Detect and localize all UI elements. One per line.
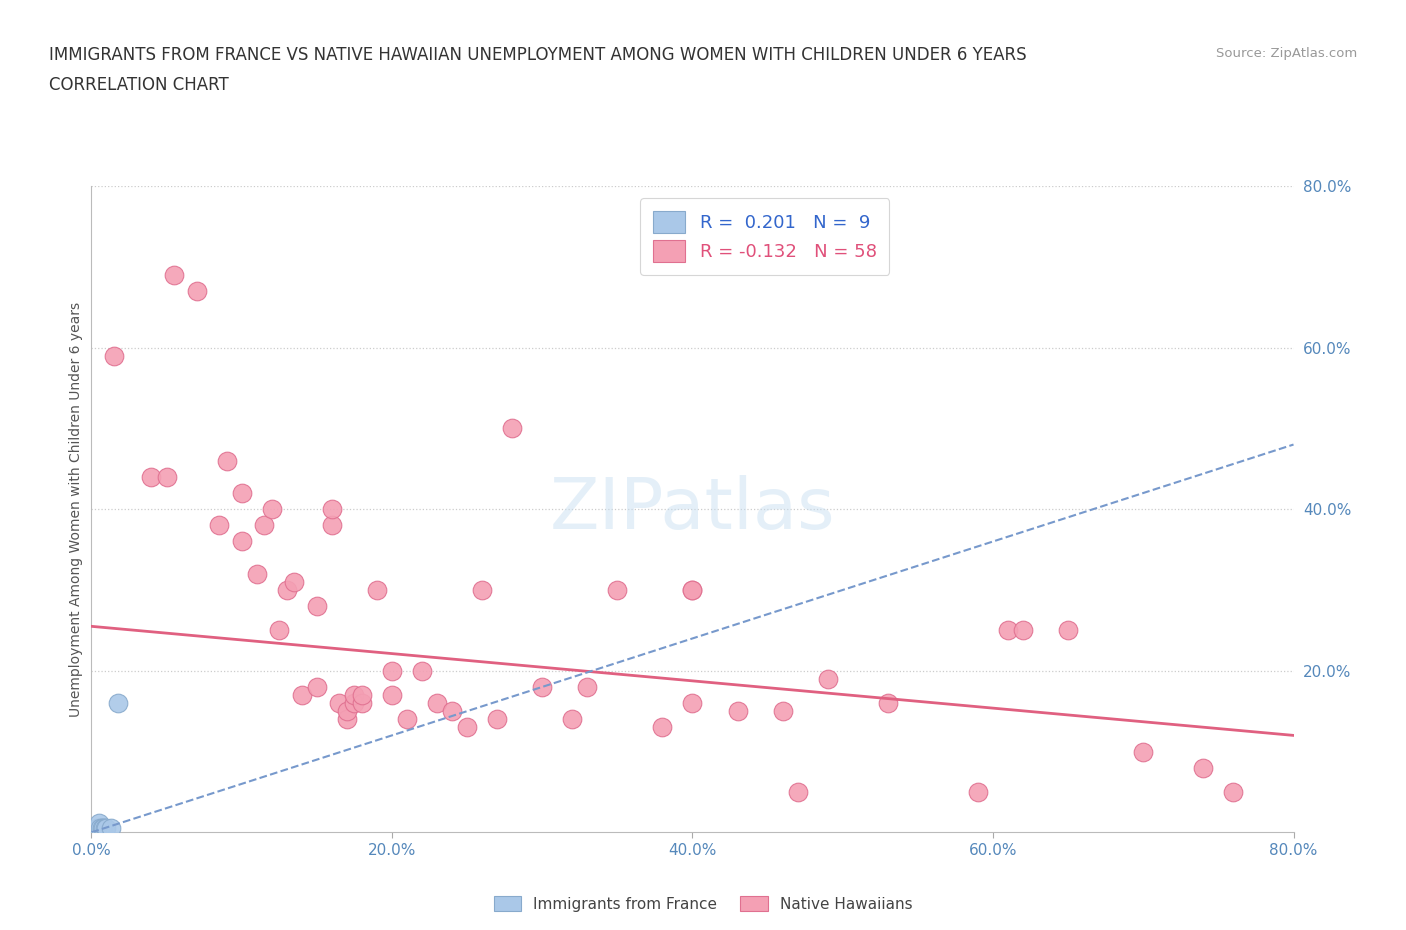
Legend: Immigrants from France, Native Hawaiians: Immigrants from France, Native Hawaiians — [488, 889, 918, 918]
Point — [786, 785, 808, 800]
Point — [1012, 623, 1035, 638]
Point — [269, 623, 291, 638]
Point — [1132, 744, 1154, 759]
Point — [997, 623, 1019, 638]
Point — [681, 582, 703, 597]
Point — [606, 582, 628, 597]
Point — [343, 687, 366, 702]
Point — [90, 821, 112, 836]
Point — [681, 582, 703, 597]
Text: Source: ZipAtlas.com: Source: ZipAtlas.com — [1216, 46, 1357, 60]
Point — [381, 687, 404, 702]
Point — [141, 470, 163, 485]
Point — [426, 696, 449, 711]
Point — [89, 821, 111, 836]
Point — [336, 711, 359, 726]
Point — [772, 704, 794, 719]
Point — [395, 711, 418, 726]
Point — [328, 696, 350, 711]
Point — [260, 502, 283, 517]
Point — [381, 663, 404, 678]
Point — [283, 575, 305, 590]
Point — [103, 348, 125, 363]
Text: IMMIGRANTS FROM FRANCE VS NATIVE HAWAIIAN UNEMPLOYMENT AMONG WOMEN WITH CHILDREN: IMMIGRANTS FROM FRANCE VS NATIVE HAWAIIA… — [49, 46, 1026, 64]
Point — [186, 284, 208, 299]
Point — [343, 696, 366, 711]
Point — [1192, 761, 1215, 776]
Point — [967, 785, 990, 800]
Point — [440, 704, 463, 719]
Point — [86, 821, 108, 836]
Point — [291, 687, 314, 702]
Point — [486, 711, 509, 726]
Point — [817, 671, 839, 686]
Point — [231, 534, 253, 549]
Point — [87, 816, 110, 830]
Point — [651, 720, 673, 735]
Text: CORRELATION CHART: CORRELATION CHART — [49, 76, 229, 94]
Y-axis label: Unemployment Among Women with Children Under 6 years: Unemployment Among Women with Children U… — [69, 301, 83, 717]
Point — [208, 518, 231, 533]
Point — [876, 696, 898, 711]
Point — [727, 704, 749, 719]
Point — [276, 582, 298, 597]
Text: ZIPatlas: ZIPatlas — [550, 474, 835, 544]
Point — [94, 821, 117, 836]
Point — [681, 696, 703, 711]
Point — [531, 680, 554, 695]
Point — [350, 687, 373, 702]
Point — [1222, 785, 1244, 800]
Point — [231, 485, 253, 500]
Point — [107, 696, 129, 711]
Point — [253, 518, 276, 533]
Point — [321, 518, 343, 533]
Point — [321, 502, 343, 517]
Point — [215, 453, 238, 468]
Legend: R =  0.201   N =  9, R = -0.132   N = 58: R = 0.201 N = 9, R = -0.132 N = 58 — [640, 198, 889, 275]
Point — [96, 821, 118, 836]
Point — [155, 470, 177, 485]
Point — [411, 663, 433, 678]
Point — [501, 421, 523, 436]
Point — [305, 680, 328, 695]
Point — [456, 720, 478, 735]
Point — [163, 268, 186, 283]
Point — [350, 696, 373, 711]
Point — [246, 566, 269, 581]
Point — [366, 582, 388, 597]
Point — [100, 821, 122, 836]
Point — [336, 704, 359, 719]
Point — [576, 680, 599, 695]
Point — [471, 582, 494, 597]
Point — [1057, 623, 1080, 638]
Point — [305, 599, 328, 614]
Point — [93, 821, 115, 836]
Point — [561, 711, 583, 726]
